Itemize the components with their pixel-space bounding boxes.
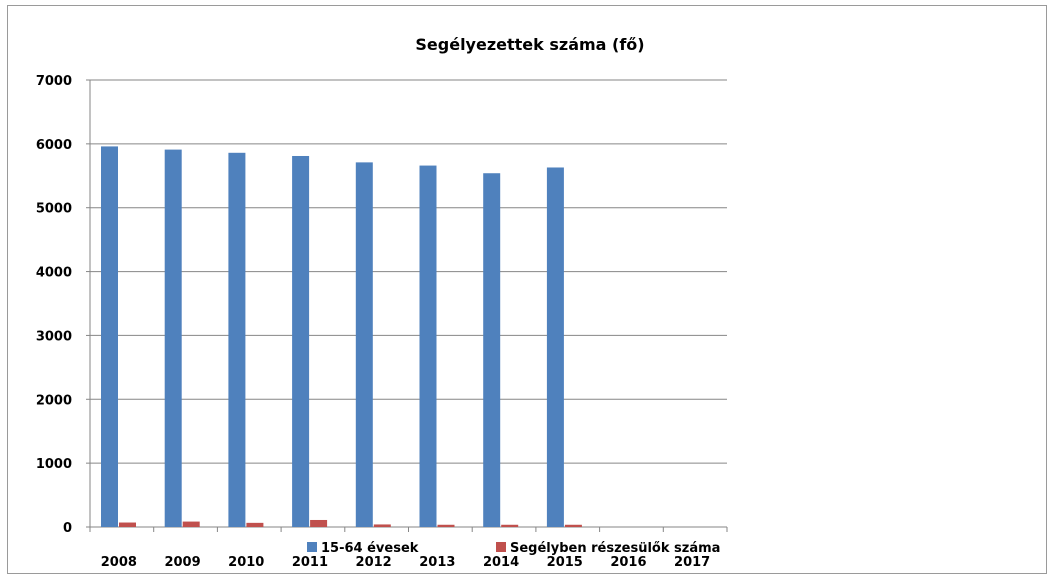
bar-series1-2008 [119, 522, 136, 527]
legend-swatch-0 [307, 542, 317, 552]
x-tick-label-2014: 2014 [483, 555, 519, 570]
y-tick-label-6: 6000 [36, 138, 72, 153]
bar-series1-2011 [310, 519, 328, 527]
legend-swatch-1 [496, 542, 506, 552]
x-tick-label-2010: 2010 [228, 555, 264, 570]
bar-series0-2010 [228, 152, 246, 527]
legend-label-1: Segélyben részesülők száma [510, 541, 720, 556]
bar-series1-2009 [182, 521, 200, 527]
bar-series0-2008 [101, 146, 118, 527]
x-tick-label-2009: 2009 [164, 555, 200, 570]
y-tick-label-0: 0 [63, 521, 72, 536]
y-tick-label-2: 2000 [36, 393, 72, 408]
y-tick-label-5: 5000 [36, 202, 72, 217]
chart-title: Segélyezettek száma (fő) [415, 35, 644, 54]
bar-series0-2014 [483, 173, 501, 527]
y-axis-tick-labels: 0 1000 2000 3000 4000 5000 6000 7000 [36, 74, 72, 536]
y-tick-label-1: 1000 [36, 457, 72, 472]
x-axis-tick-labels: 2008 2009 2010 2011 2012 2013 2014 2015 2016 2017 [101, 555, 710, 570]
x-tick-label-2012: 2012 [356, 555, 392, 570]
bar-series0-2012 [355, 162, 373, 527]
bar-series0-2011 [292, 155, 310, 528]
axes [86, 79, 728, 532]
bar-series1-2015 [564, 524, 582, 527]
bar-series0-2015 [546, 167, 564, 527]
bar-series0-2013 [419, 165, 437, 527]
y-tick-label-3: 3000 [36, 329, 72, 344]
x-tick-label-2015: 2015 [547, 555, 583, 570]
legend: 15-64 évesek Segélyben részesülők száma [307, 541, 720, 556]
x-tick-label-2016: 2016 [610, 555, 646, 570]
x-tick-label-2011: 2011 [292, 555, 328, 570]
bar-series1-2012 [373, 524, 391, 527]
bar-series1-2013 [437, 524, 455, 527]
bar-series0-2009 [164, 149, 182, 527]
bar-series1-2010 [246, 522, 264, 527]
y-tick-label-7: 7000 [36, 74, 72, 89]
x-tick-label-2013: 2013 [419, 555, 455, 570]
gridlines [90, 79, 727, 464]
bar-series1-2014 [501, 524, 519, 527]
x-tick-label-2017: 2017 [674, 555, 710, 570]
x-tick-label-2008: 2008 [101, 555, 137, 570]
y-tick-label-4: 4000 [36, 266, 72, 281]
legend-label-0: 15-64 évesek [321, 541, 419, 556]
bars [101, 146, 582, 528]
